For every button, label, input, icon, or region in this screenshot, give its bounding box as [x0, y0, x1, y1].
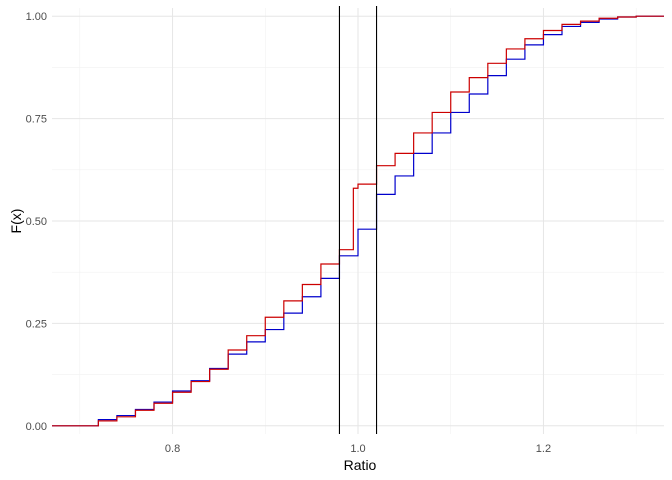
y-axis-title: F(x) — [8, 209, 24, 234]
y-tick-label: 0.00 — [26, 421, 47, 433]
reference-lines — [338, 6, 378, 434]
y-tick-label: 0.25 — [26, 318, 47, 330]
major-grid — [52, 8, 664, 434]
x-tick-label: 1.2 — [536, 443, 551, 455]
y-tick-labels: 0.00 0.25 0.50 0.75 1.00 — [26, 11, 47, 433]
series-layer — [52, 15, 664, 427]
y-tick-label: 0.75 — [26, 114, 47, 126]
y-tick-label: 0.50 — [26, 216, 47, 228]
x-tick-label: 0.8 — [165, 443, 180, 455]
x-axis-title: Ratio — [344, 457, 377, 473]
y-tick-label: 1.00 — [26, 11, 47, 23]
x-tick-labels: 0.8 1.0 1.2 — [165, 443, 551, 455]
x-tick-label: 1.0 — [350, 443, 365, 455]
ecdf-series-2-line — [52, 15, 664, 427]
